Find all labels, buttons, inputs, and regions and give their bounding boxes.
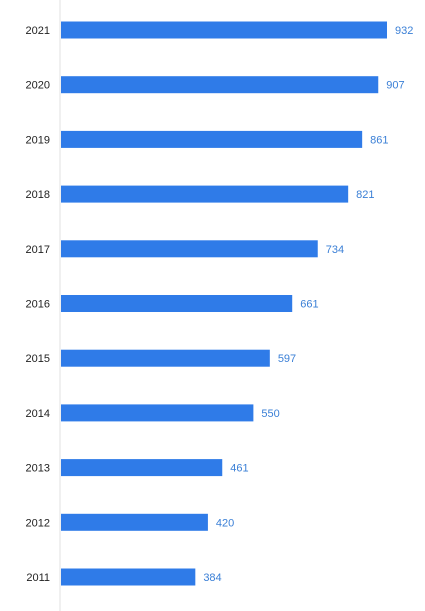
value-label: 932 bbox=[395, 25, 413, 37]
value-label: 821 bbox=[356, 189, 374, 201]
category-label: 2020 bbox=[26, 80, 50, 92]
category-label: 2013 bbox=[26, 463, 50, 475]
value-label: 384 bbox=[203, 572, 221, 584]
bar bbox=[61, 76, 379, 94]
value-label: 550 bbox=[261, 408, 279, 420]
category-label: 2015 bbox=[26, 353, 50, 365]
bar bbox=[61, 568, 196, 586]
value-label: 861 bbox=[370, 134, 388, 146]
category-label: 2011 bbox=[26, 572, 50, 584]
value-label: 734 bbox=[326, 244, 344, 256]
bar bbox=[61, 130, 363, 148]
bar bbox=[61, 21, 387, 39]
category-label: 2018 bbox=[26, 189, 50, 201]
value-label: 461 bbox=[230, 463, 248, 475]
bars-layer: 2021 932 2020 907 2019 861 2018 821 2017 734 2016 6… bbox=[26, 21, 413, 586]
bar bbox=[61, 513, 208, 531]
bar bbox=[61, 240, 318, 258]
bar bbox=[61, 349, 270, 367]
value-label: 907 bbox=[386, 80, 404, 92]
bar bbox=[61, 459, 223, 477]
value-label: 661 bbox=[300, 299, 318, 311]
value-label: 597 bbox=[278, 353, 296, 365]
category-label: 2019 bbox=[26, 134, 50, 146]
category-label: 2012 bbox=[26, 517, 50, 529]
bar bbox=[61, 404, 254, 422]
category-label: 2017 bbox=[26, 244, 50, 256]
value-label: 420 bbox=[216, 517, 234, 529]
category-label: 2014 bbox=[26, 408, 50, 420]
category-label: 2021 bbox=[26, 25, 50, 37]
bar bbox=[61, 295, 293, 312]
category-label: 2016 bbox=[26, 299, 50, 311]
bar bbox=[61, 185, 349, 203]
